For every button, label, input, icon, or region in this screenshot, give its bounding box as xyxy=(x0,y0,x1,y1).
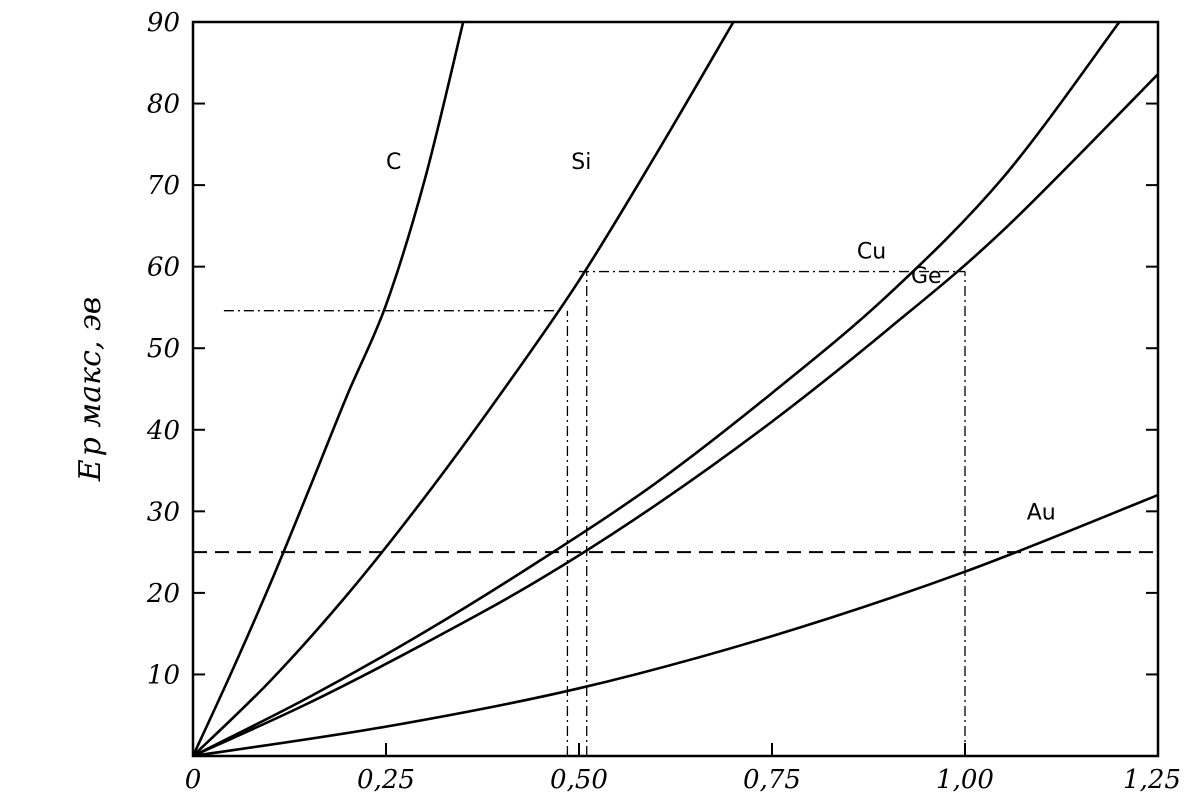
series-labels: C Si Cu Ge Au xyxy=(386,150,1056,526)
series-label-ge: Ge xyxy=(911,264,942,289)
y-tick-label: 30 xyxy=(147,497,180,527)
y-tick-label: 10 xyxy=(147,660,180,690)
series-label-c: C xyxy=(386,150,401,175)
plot-frame xyxy=(191,20,1160,758)
series-label-si: Si xyxy=(571,150,591,175)
y-tick-label: 20 xyxy=(146,579,180,609)
axis-ticks: 0 0,25 0,50 0,75 1,00 1,25 10 20 30 40 50 60 70 80 90 xyxy=(146,8,1181,795)
series-line-ge xyxy=(193,73,1158,756)
y-tick-label: 70 xyxy=(147,171,180,201)
series-label-cu: Cu xyxy=(857,240,886,265)
x-tick-label: 1,00 xyxy=(936,765,994,795)
y-tick-label: 90 xyxy=(147,8,180,38)
y-tick-label: 80 xyxy=(147,90,180,120)
series-lines xyxy=(193,22,1158,756)
x-tick-label: 0,50 xyxy=(550,765,608,795)
series-label-au: Au xyxy=(1027,500,1056,525)
y-tick-label: 60 xyxy=(147,253,180,283)
y-tick-label: 40 xyxy=(146,416,180,446)
x-tick-label: 0,25 xyxy=(357,765,415,795)
y-axis-label: E p макс, эв xyxy=(73,297,108,482)
x-tick-label: 1,25 xyxy=(1123,765,1181,795)
series-line-au xyxy=(193,493,1158,756)
x-tick-label: 0 xyxy=(185,765,202,795)
reference-lines xyxy=(193,270,1158,756)
y-tick-label: 50 xyxy=(147,334,180,364)
x-tick-label: 0,75 xyxy=(743,765,801,795)
series-line-cu xyxy=(193,22,1121,756)
series-line-si xyxy=(193,22,735,756)
series-line-c xyxy=(193,22,465,756)
